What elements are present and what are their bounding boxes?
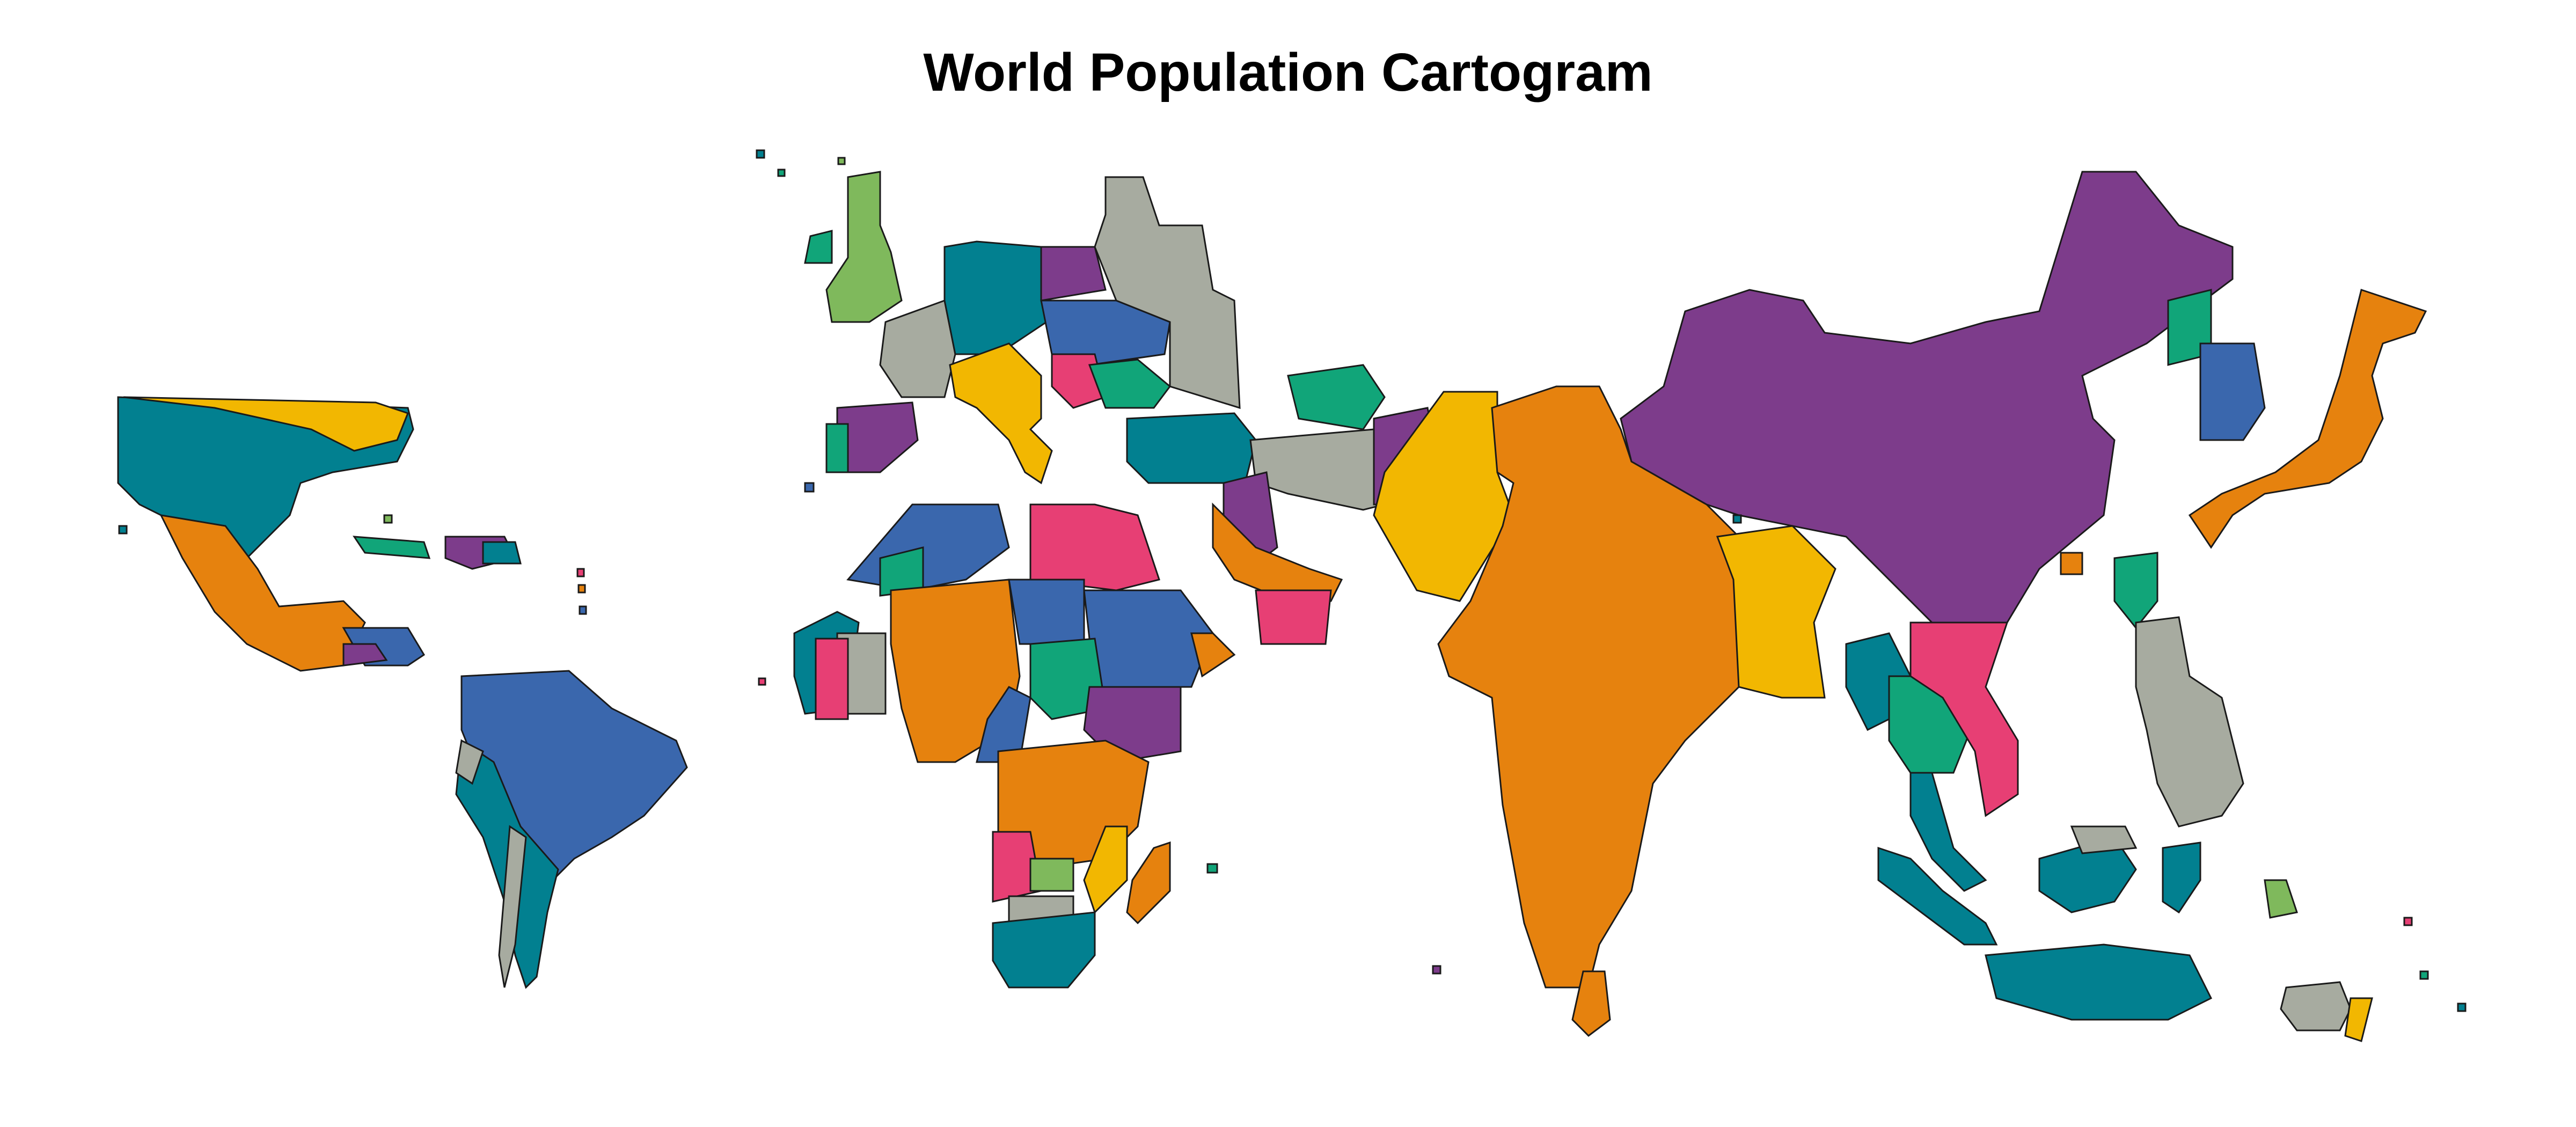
region-north-africa [846,503,1010,591]
region-central-america-south [342,643,388,667]
region-vietnam [1909,621,2019,817]
region-sri-lanka [1571,970,1611,1037]
region-nigeria [1008,579,1085,645]
region-united-kingdom [825,171,903,323]
island-antilles [576,568,585,577]
region-zambia [1029,858,1074,892]
island-mauritius [1206,863,1218,874]
region-horn-of-africa [1190,632,1236,678]
region-cuba [353,536,431,559]
region-japan [2188,289,2427,549]
region-central-africa [1029,638,1107,720]
island-pacific-1 [2403,917,2413,926]
region-caucasus [1287,364,1386,430]
map-title: World Population Cartogram [923,42,1653,103]
island-azores [804,482,815,493]
island-bermuda [383,514,393,524]
region-australia-east [2344,997,2373,1042]
region-hispaniola [482,541,522,565]
island-faroe [777,169,786,177]
region-spain [836,401,919,473]
region-south-africa [992,911,1096,989]
region-europe-west [879,299,956,398]
island-iceland [756,149,765,159]
island-hawaii [118,525,128,535]
island-shetland [837,157,846,165]
region-turkey [1126,412,1257,484]
island-pacific-3 [2419,970,2429,980]
region-malay-peninsula [1909,772,1987,892]
region-yemen [1255,589,1332,645]
region-korea-south [2199,342,2266,441]
region-portugal [825,423,849,473]
island-cape-verde [758,677,766,686]
region-ireland [804,230,833,264]
region-sulawesi [2162,841,2201,914]
region-egypt-libya [1029,503,1160,591]
region-europe-central [943,240,1048,355]
island-sri-small [1732,514,1742,524]
region-arabia [1212,502,1343,602]
region-philippines [2135,616,2244,828]
region-south-america-andes [455,739,527,988]
island-antilles-2 [577,584,586,594]
region-madagascar [1126,841,1171,925]
region-canada-strip [123,396,409,452]
region-australia [2280,981,2352,1031]
region-papua [2264,879,2298,919]
region-russia [1094,176,1241,409]
region-west-africa-pink [815,638,849,720]
region-ukraine [1088,358,1172,409]
region-bangladesh [1716,525,1836,699]
region-taiwan [2113,552,2158,630]
region-italy [949,342,1053,485]
region-borneo-north [2070,825,2138,854]
region-mozambique [1083,825,1128,914]
island-pacific-2 [2457,1002,2467,1012]
region-sumatra [1877,846,1998,946]
island-antilles-3 [579,605,587,615]
region-java [1985,943,2213,1021]
island-maldives [1432,965,1441,975]
region-west-africa [890,579,1021,763]
island-guam [2060,552,2083,575]
region-poland [1040,246,1107,302]
